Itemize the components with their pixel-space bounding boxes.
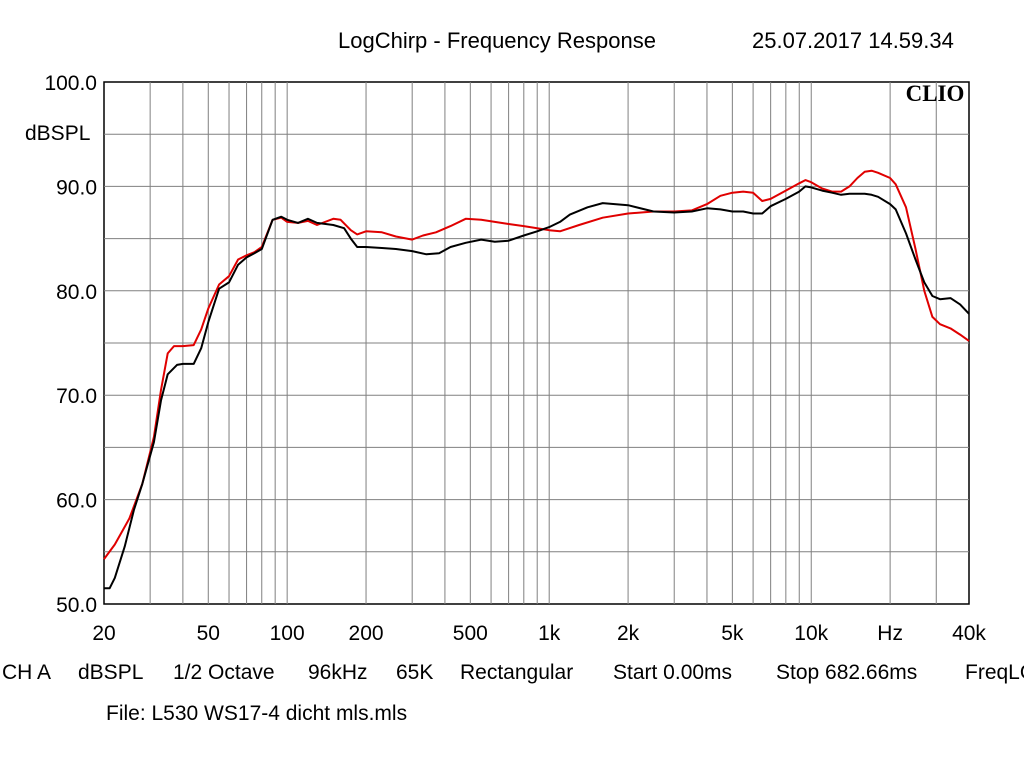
info-channel: CH A	[2, 661, 52, 684]
series-lines	[103, 169, 970, 590]
x-tick-label: 200	[349, 622, 384, 645]
x-tick-label: Hz	[877, 622, 903, 645]
file-name: File: L530 WS17-4 dicht mls.mls	[106, 702, 408, 725]
info-freq-label: FreqLO 4.39Hz	[965, 661, 1024, 684]
y-tick-labels: 50.0 60.0 70.0 80.0 90.0 100.0	[44, 72, 97, 617]
series-line-2	[104, 185, 970, 590]
x-tick-label: 500	[453, 622, 488, 645]
info-smoothing: 1/2 Octave	[173, 661, 275, 684]
info-start: Start 0.00ms	[613, 661, 733, 684]
y-tick-label: 100.0	[44, 72, 97, 95]
info-window: Rectangular	[460, 661, 574, 684]
x-tick-label: 5k	[721, 622, 744, 645]
x-tick-label: 2k	[617, 622, 640, 645]
y-tick-label: 60.0	[56, 490, 97, 513]
x-tick-label: 1k	[538, 622, 561, 645]
y-tick-label: 80.0	[56, 281, 97, 304]
series-line-1	[103, 169, 970, 560]
y-tick-label: 70.0	[56, 385, 97, 408]
x-tick-label: 10k	[794, 622, 828, 645]
info-unit: dBSPL	[78, 661, 144, 684]
y-tick-label: 90.0	[56, 176, 97, 199]
x-tick-label: 40k	[952, 622, 986, 645]
frequency-response-chart: 50.0 60.0 70.0 80.0 90.0 100.0 20 50 100 200 500 1…	[44, 72, 986, 645]
x-tick-label: 50	[197, 622, 220, 645]
y-tick-label: 50.0	[56, 594, 97, 617]
grid-lines	[104, 82, 969, 604]
measurement-info-row: CH A dBSPL 1/2 Octave 96kHz 65K Rectangu…	[0, 661, 1024, 689]
info-size: 65K	[396, 661, 434, 684]
info-stop: Stop 682.66ms	[776, 661, 918, 684]
x-tick-label: 20	[92, 622, 115, 645]
chart-title: LogChirp - Frequency Response	[338, 28, 656, 53]
x-tick-label: 100	[270, 622, 305, 645]
measurement-datetime: 25.07.2017 14.59.34	[752, 28, 954, 53]
x-tick-labels: 20 50 100 200 500 1k 2k 5k 10k Hz 40k	[92, 622, 986, 645]
clio-brand: CLIO	[906, 81, 965, 106]
y-axis-unit-label: dBSPL	[25, 122, 91, 145]
info-sample-rate: 96kHz	[308, 661, 368, 684]
